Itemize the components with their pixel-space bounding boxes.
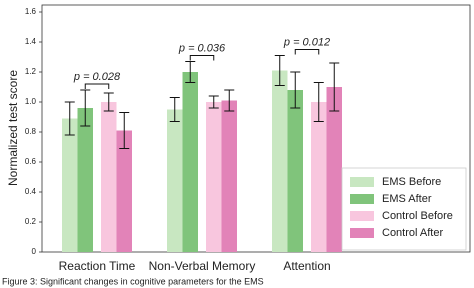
significance-bracket: [189, 55, 215, 61]
bar: [77, 108, 93, 252]
bar: [287, 90, 303, 252]
annotation: p = 0.028: [73, 71, 121, 83]
legend-label: EMS Before: [382, 176, 441, 188]
caption: Figure 3: Significant changes in cogniti…: [2, 276, 264, 286]
x-tick-label: Reaction Time: [59, 259, 136, 273]
x-tick-label: Attention: [283, 259, 330, 273]
y-axis-label: Normalized test score: [6, 70, 20, 186]
bar: [116, 130, 132, 252]
bar: [272, 70, 288, 252]
y-tick-label: 0: [32, 247, 37, 256]
legend-label: EMS After: [382, 193, 432, 205]
legend-swatch: [350, 177, 374, 187]
legend-label: Control Before: [382, 210, 453, 222]
y-tick-label: 1.0: [25, 97, 37, 106]
bar: [311, 102, 327, 252]
annotation: p = 0.012: [283, 36, 330, 48]
legend-swatch: [350, 211, 374, 221]
significance-bracket: [294, 49, 320, 55]
y-tick-label: 1.2: [25, 67, 37, 76]
bar: [101, 102, 117, 252]
legend-swatch: [350, 194, 374, 204]
significance-bracket: [84, 83, 110, 89]
bar: [182, 72, 198, 252]
legend-label: Control After: [382, 227, 443, 239]
annotation: p = 0.036: [178, 42, 226, 54]
y-tick-label: 0.2: [25, 217, 37, 226]
bar: [167, 109, 183, 252]
plot-frame: [41, 4, 471, 253]
y-tick-label: 0.8: [25, 127, 37, 136]
y-tick-label: 0.4: [25, 187, 37, 196]
x-tick-label: Non-Verbal Memory: [149, 259, 256, 273]
y-tick-label: 0.6: [25, 157, 37, 166]
bar: [221, 100, 237, 252]
bar: [326, 87, 342, 252]
legend-swatch: [350, 228, 374, 238]
y-tick-label: 1.4: [25, 37, 37, 46]
bar: [62, 118, 78, 252]
bar: [206, 102, 222, 252]
y-tick-label: 1.6: [25, 7, 37, 16]
